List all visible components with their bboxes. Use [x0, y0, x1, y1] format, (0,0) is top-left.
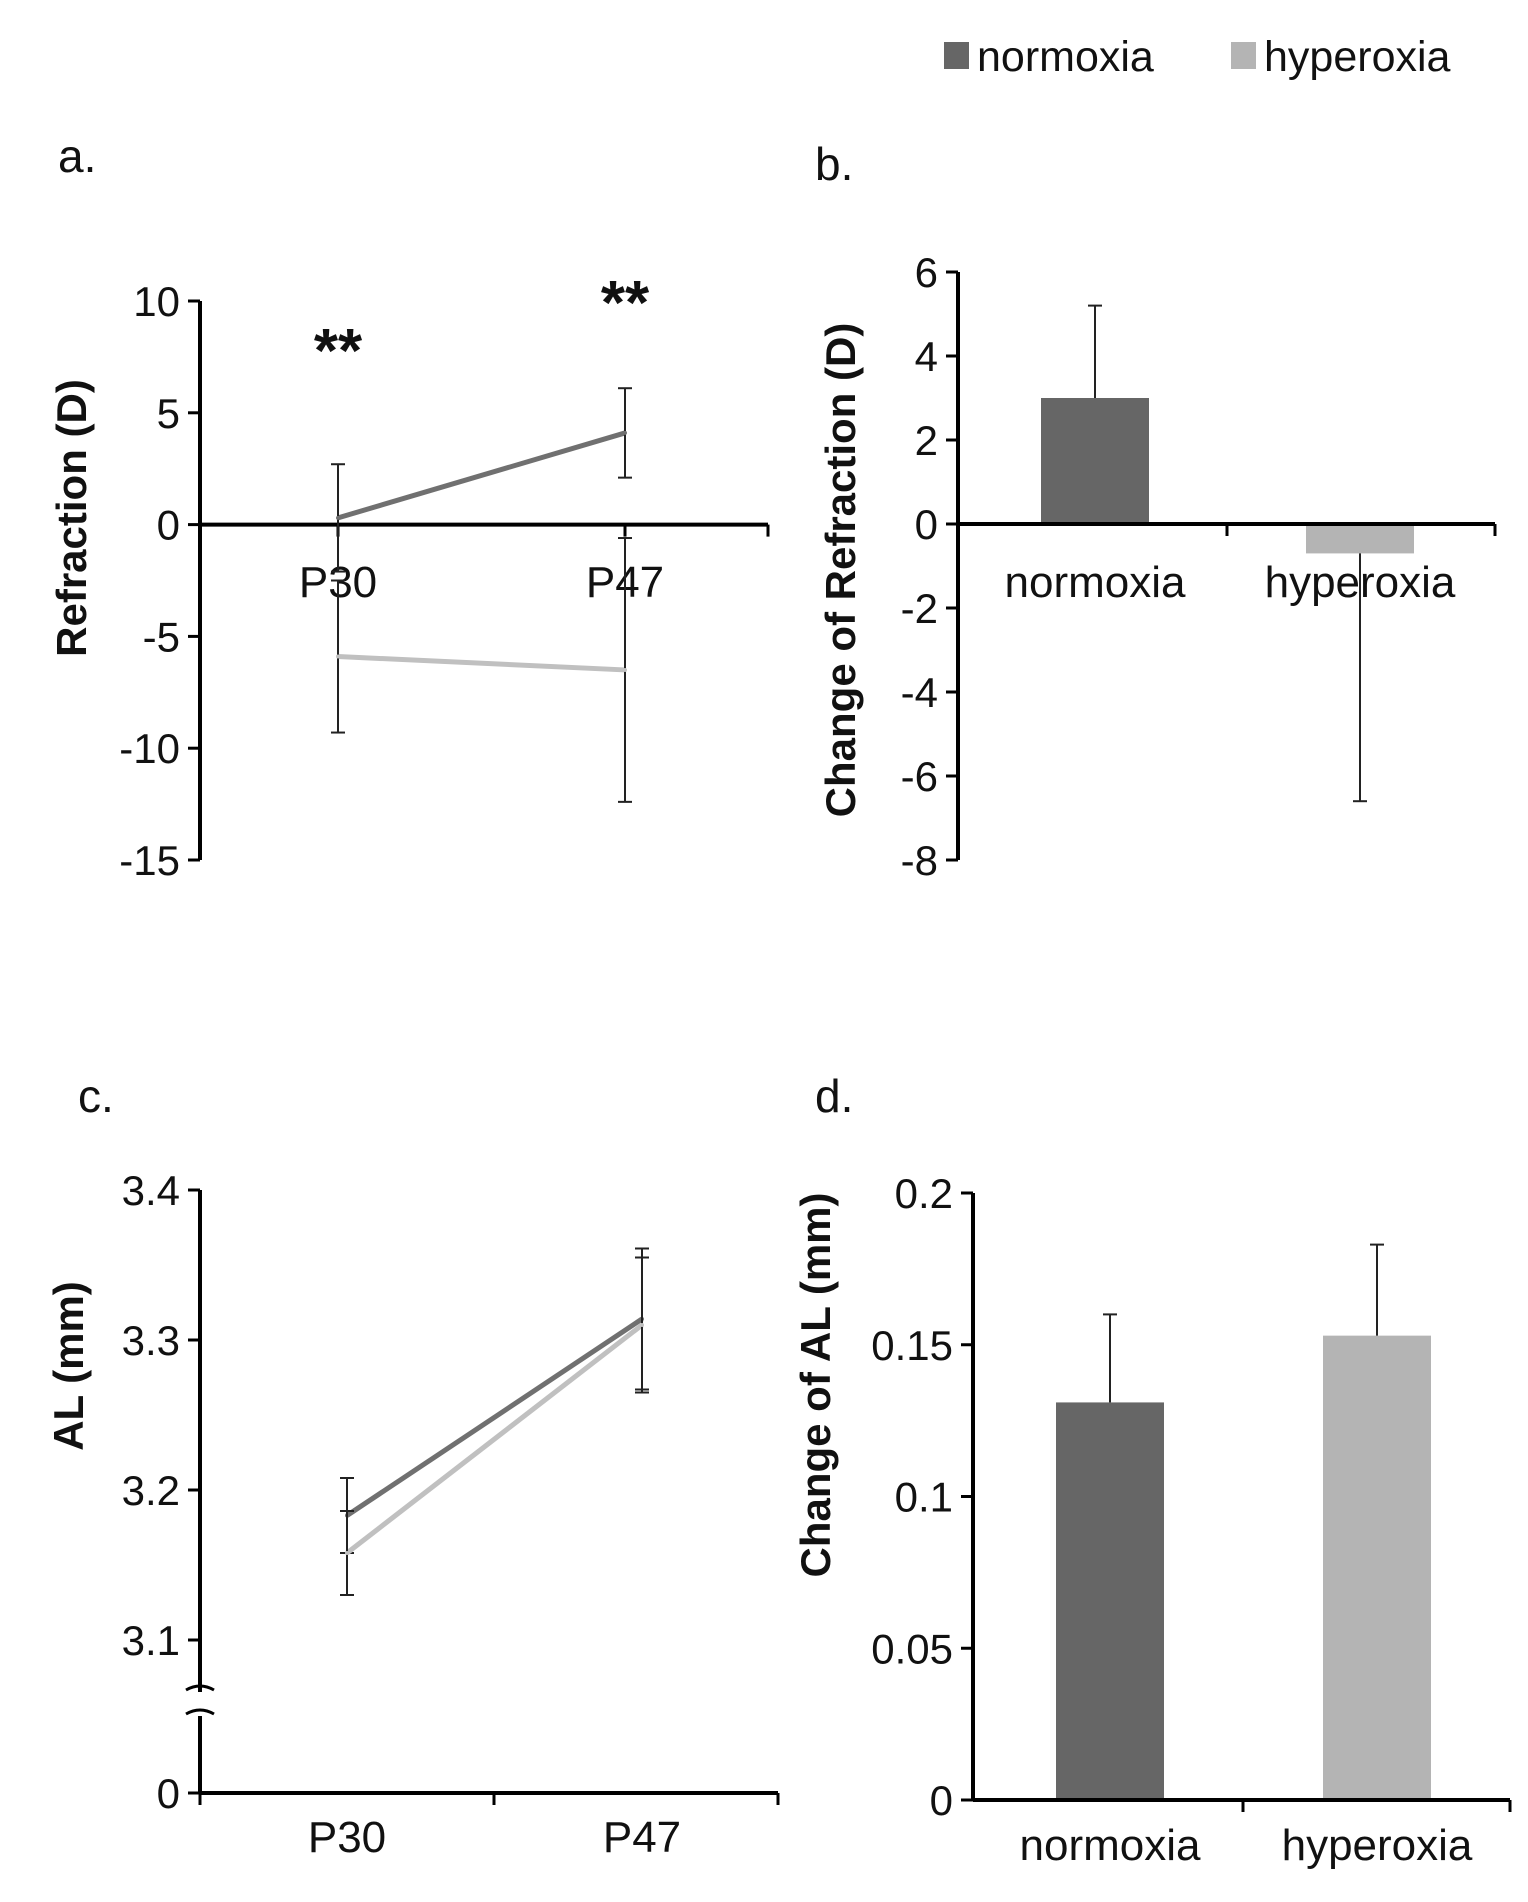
panel-label-d: d.	[815, 1070, 853, 1122]
legend-swatch-hyperoxia	[1231, 42, 1256, 69]
x-tick-label-normoxia: normoxia	[1005, 558, 1186, 607]
y-tick-label: -8	[901, 837, 938, 884]
data-point-hyperoxia	[640, 1323, 644, 1327]
x-tick-label-p30: P30	[308, 1813, 386, 1862]
y-tick-label: 3.2	[122, 1467, 180, 1514]
y-tick-label: 5	[157, 390, 180, 437]
y-axis-title-a: Refraction (D)	[48, 379, 95, 657]
panel-b-change-refraction-bar-chart: -8 -6 -4 -2 0 2 4 6 normoxia hyperoxia	[901, 249, 1497, 884]
bar-hyperoxia	[1306, 524, 1414, 554]
panel-label-c: c.	[78, 1070, 114, 1122]
y-tick-label: -15	[119, 837, 180, 884]
x-tick-label-hyperoxia: hyperoxia	[1282, 1821, 1473, 1870]
data-point-normoxia	[623, 430, 627, 435]
y-tick-label: 0	[157, 1770, 180, 1817]
x-tick-label-hyperoxia: hyperoxia	[1265, 558, 1456, 607]
panel-c-axial-length-line-chart: 0 3.1 3.2 3.3 3.4 P30 P47	[122, 1167, 780, 1862]
panel-label-b: b.	[815, 138, 853, 190]
y-tick-label: -2	[901, 585, 938, 632]
y-axis-title-b: Change of Refraction (D)	[817, 323, 864, 818]
axis-break-mark	[185, 1684, 215, 1692]
legend-label-normoxia: normoxia	[977, 33, 1154, 81]
y-tick-label: 0	[915, 501, 938, 548]
y-tick-label: 0.05	[871, 1625, 953, 1672]
bar-hyperoxia	[1323, 1335, 1431, 1800]
y-tick-label: 3.4	[122, 1167, 180, 1214]
y-tick-label: 0	[930, 1777, 953, 1824]
significance-marker-p47: **	[601, 269, 650, 338]
y-tick-label: -6	[901, 753, 938, 800]
y-tick-label: 0.2	[895, 1170, 953, 1217]
x-tick-label-normoxia: normoxia	[1020, 1821, 1201, 1870]
y-tick-label: 0	[157, 502, 180, 549]
y-tick-label: 3.3	[122, 1317, 180, 1364]
y-tick-label: 4	[915, 333, 938, 380]
y-tick-label: 6	[915, 249, 938, 296]
series-line-hyperoxia	[337, 654, 626, 673]
panel-label-a: a.	[58, 130, 96, 182]
y-tick-label: -4	[901, 669, 938, 716]
y-tick-label: 0.1	[895, 1474, 953, 1521]
axis-break-mark	[185, 1708, 215, 1716]
data-point-hyperoxia	[336, 654, 340, 659]
x-tick-label-p47: P47	[603, 1813, 681, 1862]
panel-d-change-axial-length-bar-chart: 0 0.05 0.1 0.15 0.2 normoxia hyperoxia	[871, 1170, 1512, 1870]
series-line-normoxia	[337, 430, 626, 521]
legend-label-hyperoxia: hyperoxia	[1264, 33, 1451, 81]
legend: normoxia hyperoxia	[944, 33, 1451, 81]
bar-normoxia	[1041, 398, 1149, 524]
data-point-hyperoxia	[623, 667, 627, 672]
data-point-normoxia	[336, 515, 340, 520]
legend-swatch-normoxia	[944, 42, 969, 69]
data-point-hyperoxia	[345, 1551, 349, 1555]
y-tick-label: -10	[119, 725, 180, 772]
y-tick-label: 3.1	[122, 1617, 180, 1664]
series-line-hyperoxia	[345, 1323, 644, 1555]
y-tick-label: 10	[133, 278, 180, 325]
significance-marker-p30: **	[314, 317, 363, 386]
y-tick-label: -5	[143, 613, 180, 660]
bar-normoxia	[1056, 1402, 1164, 1800]
y-axis-title-d: Change of AL (mm)	[792, 1193, 839, 1578]
series-line-normoxia	[345, 1316, 644, 1518]
y-axis-title-c: AL (mm)	[45, 1281, 92, 1451]
y-tick-label: 2	[915, 417, 938, 464]
y-tick-label: 0.15	[871, 1322, 953, 1369]
